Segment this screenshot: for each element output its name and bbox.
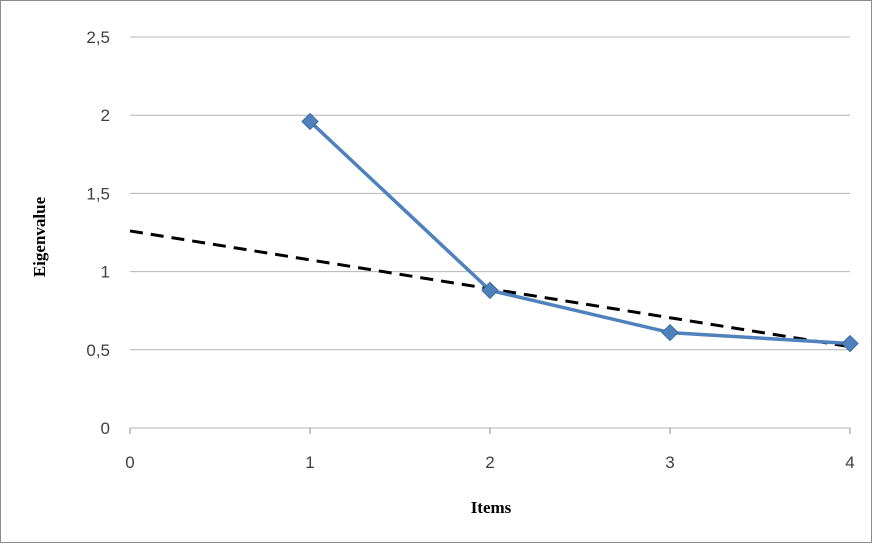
y-tick-label: 0,5 [86,341,110,360]
y-tick-label: 2 [101,106,110,125]
x-tick-label: 1 [305,453,314,472]
y-axis-title: Eigenvalue [30,196,49,277]
y-axis-ticks: 0 0,5 1 1,5 2 2,5 [86,28,110,438]
data-point-marker [841,334,859,353]
data-point-marker [661,323,679,342]
x-axis-title: Items [471,498,512,517]
series-layer [301,112,859,353]
x-tick-label: 3 [665,453,674,472]
x-axis-ticks: 0 1 2 3 4 [125,428,855,472]
x-tick-label: 2 [485,453,494,472]
x-tick-label: 4 [845,453,854,472]
data-point-marker [301,112,319,131]
x-tick-label: 0 [125,453,134,472]
gridlines [130,36,850,429]
y-tick-label: 0 [101,419,110,438]
series-line-0 [308,120,851,346]
y-tick-label: 2,5 [86,28,110,47]
data-point-marker [481,281,499,300]
y-tick-label: 1,5 [86,184,110,203]
y-tick-label: 1 [101,263,110,282]
